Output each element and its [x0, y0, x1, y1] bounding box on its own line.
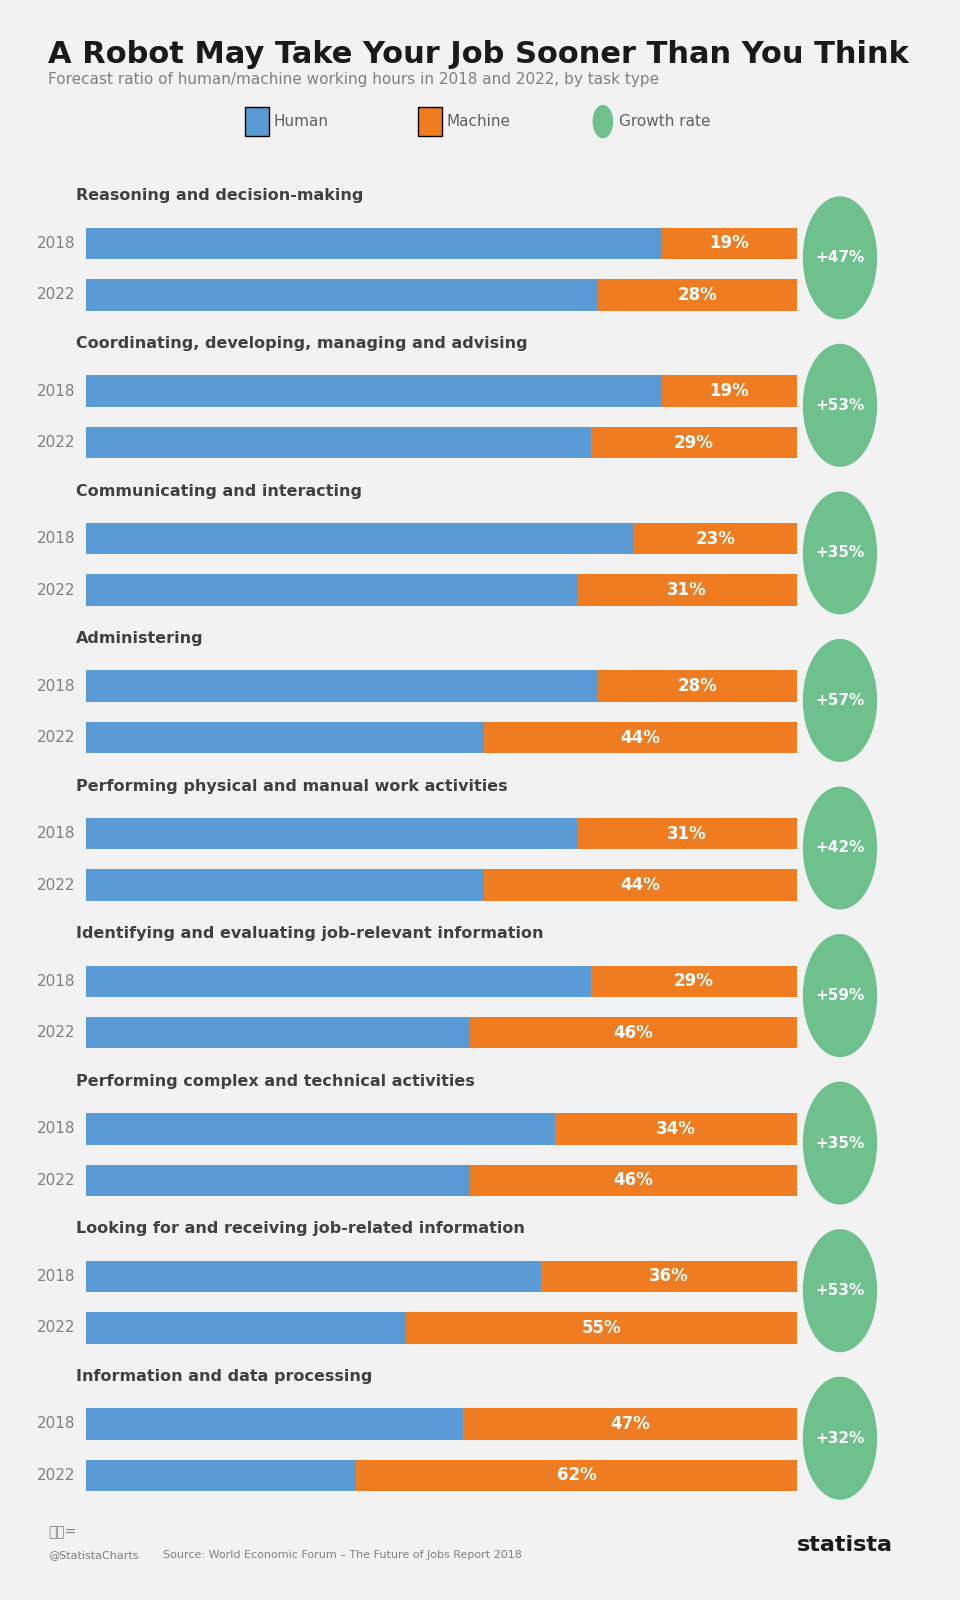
Text: 2022: 2022 — [37, 1320, 76, 1336]
Text: 2022: 2022 — [37, 582, 76, 597]
Bar — [86, 1312, 406, 1344]
Text: Source: World Economic Forum – The Future of Jobs Report 2018: Source: World Economic Forum – The Futur… — [163, 1550, 522, 1560]
Text: 2018: 2018 — [37, 974, 76, 989]
Bar — [555, 1114, 797, 1144]
Text: +35%: +35% — [815, 546, 865, 560]
Text: 2022: 2022 — [37, 435, 76, 450]
Text: 2018: 2018 — [37, 1416, 76, 1432]
Text: +53%: +53% — [815, 1283, 865, 1298]
Text: 19%: 19% — [709, 235, 749, 253]
Text: 34%: 34% — [656, 1120, 696, 1138]
Text: ⓒⓘ=: ⓒⓘ= — [48, 1525, 77, 1539]
Text: +42%: +42% — [815, 840, 865, 856]
Text: A Robot May Take Your Job Sooner Than You Think: A Robot May Take Your Job Sooner Than Yo… — [48, 40, 909, 69]
Text: 47%: 47% — [610, 1414, 650, 1434]
Bar — [634, 523, 797, 554]
Text: Administering: Administering — [76, 630, 204, 646]
Bar — [598, 670, 797, 702]
Bar — [86, 670, 598, 702]
Text: 19%: 19% — [709, 382, 749, 400]
Text: Performing physical and manual work activities: Performing physical and manual work acti… — [76, 779, 508, 794]
Text: 2018: 2018 — [37, 531, 76, 546]
Text: 2022: 2022 — [37, 1467, 76, 1483]
Text: 44%: 44% — [620, 877, 660, 894]
Text: 62%: 62% — [557, 1467, 596, 1485]
Text: Information and data processing: Information and data processing — [76, 1370, 372, 1384]
Bar — [590, 965, 797, 997]
Text: 23%: 23% — [695, 530, 735, 547]
Bar — [470, 1165, 797, 1197]
Text: 2022: 2022 — [37, 1026, 76, 1040]
Text: 46%: 46% — [613, 1171, 654, 1189]
Text: Growth rate: Growth rate — [619, 114, 710, 130]
Bar — [577, 818, 797, 850]
Text: Looking for and receiving job-related information: Looking for and receiving job-related in… — [76, 1221, 524, 1237]
Text: 2022: 2022 — [37, 288, 76, 302]
Text: 44%: 44% — [620, 728, 660, 747]
Text: 28%: 28% — [678, 677, 717, 694]
Text: 2022: 2022 — [37, 730, 76, 746]
Text: 29%: 29% — [674, 973, 713, 990]
Text: 31%: 31% — [667, 581, 707, 598]
Text: 2022: 2022 — [37, 878, 76, 893]
Bar — [86, 280, 598, 310]
Text: +47%: +47% — [815, 250, 865, 266]
Text: +32%: +32% — [815, 1430, 865, 1446]
Text: +57%: +57% — [815, 693, 865, 707]
Bar — [356, 1459, 797, 1491]
Text: +59%: +59% — [815, 989, 865, 1003]
Bar — [484, 722, 797, 754]
Bar — [661, 376, 797, 406]
Text: 55%: 55% — [582, 1318, 621, 1338]
Text: 28%: 28% — [678, 286, 717, 304]
Bar — [86, 574, 577, 606]
Text: 2018: 2018 — [37, 826, 76, 842]
Bar — [590, 427, 797, 458]
Text: 2018: 2018 — [37, 1269, 76, 1283]
Text: Forecast ratio of human/machine working hours in 2018 and 2022, by task type: Forecast ratio of human/machine working … — [48, 72, 660, 86]
Bar — [86, 427, 590, 458]
Bar — [484, 869, 797, 901]
Text: Performing complex and technical activities: Performing complex and technical activit… — [76, 1074, 474, 1088]
Text: 2018: 2018 — [37, 678, 76, 694]
Bar — [598, 280, 797, 310]
Text: statista: statista — [797, 1536, 893, 1555]
Bar — [86, 1018, 470, 1048]
Bar — [577, 574, 797, 606]
Text: +53%: +53% — [815, 398, 865, 413]
Bar — [86, 523, 634, 554]
Text: 46%: 46% — [613, 1024, 654, 1042]
Text: @StatistaCharts: @StatistaCharts — [48, 1550, 138, 1560]
Bar — [86, 869, 484, 901]
Bar — [86, 1459, 356, 1491]
Bar — [86, 722, 484, 754]
Bar — [86, 965, 590, 997]
Bar — [661, 227, 797, 259]
Bar — [86, 1114, 555, 1144]
Text: Identifying and evaluating job-relevant information: Identifying and evaluating job-relevant … — [76, 926, 543, 941]
Text: Reasoning and decision-making: Reasoning and decision-making — [76, 189, 363, 203]
Text: 2022: 2022 — [37, 1173, 76, 1187]
Bar — [86, 1165, 470, 1197]
Text: 2018: 2018 — [37, 1122, 76, 1136]
Bar — [86, 1261, 541, 1293]
Bar — [86, 376, 661, 406]
Text: Human: Human — [274, 114, 328, 130]
Text: 29%: 29% — [674, 434, 713, 451]
Text: Machine: Machine — [446, 114, 511, 130]
Bar — [406, 1312, 797, 1344]
Text: 2018: 2018 — [37, 384, 76, 398]
Bar — [541, 1261, 797, 1293]
Text: 31%: 31% — [667, 824, 707, 843]
Text: Coordinating, developing, managing and advising: Coordinating, developing, managing and a… — [76, 336, 527, 350]
Bar — [86, 227, 661, 259]
Bar — [86, 1408, 463, 1440]
Bar — [86, 818, 577, 850]
Text: 36%: 36% — [649, 1267, 689, 1285]
Text: +35%: +35% — [815, 1136, 865, 1150]
Bar — [463, 1408, 797, 1440]
Text: Communicating and interacting: Communicating and interacting — [76, 483, 362, 499]
Text: 2018: 2018 — [37, 235, 76, 251]
Bar — [470, 1018, 797, 1048]
